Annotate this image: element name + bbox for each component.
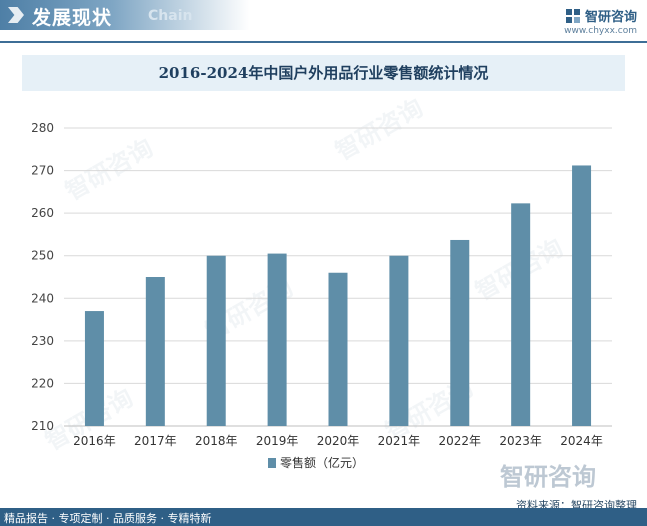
bar: [450, 239, 470, 426]
header-band: [0, 0, 250, 30]
x-tick-label: 2019年: [256, 434, 299, 448]
brand-url: www.chyxx.com: [564, 26, 637, 36]
y-tick-label: 220: [31, 376, 54, 390]
x-tick-label: 2018年: [195, 434, 238, 448]
x-tick-label: 2021年: [378, 434, 421, 448]
header: 发展现状 Chain 智研咨询 www.chyxx.com: [0, 0, 647, 36]
brand-logo-icon: [565, 8, 580, 23]
section-title: 发展现状: [32, 7, 113, 29]
chevron-icon: [8, 7, 24, 23]
bar: [145, 277, 165, 426]
chart-title-box: 2016-2024年中国户外用品行业零售额统计情况: [22, 55, 625, 91]
x-tick-label: 2022年: [439, 434, 482, 448]
section-subtitle: Chain: [148, 8, 193, 24]
bar: [206, 255, 226, 426]
y-tick-label: 210: [31, 419, 54, 433]
y-tick-label: 260: [31, 206, 54, 220]
brand: 智研咨询 www.chyxx.com: [564, 6, 637, 36]
x-tick-label: 2024年: [560, 434, 603, 448]
chart-title: 2016-2024年中国户外用品行业零售额统计情况: [158, 64, 489, 82]
bar-chart: 210 220 230 240 250 260 270 280 2016年 2017年 2018年 2…: [31, 121, 612, 470]
header-divider: [0, 41, 647, 43]
y-tick-label: 240: [31, 291, 54, 305]
x-tick-label: 2020年: [317, 434, 360, 448]
legend-swatch: [268, 458, 276, 468]
brand-name: 智研咨询: [584, 10, 637, 25]
bar: [511, 203, 531, 426]
y-tick-label: 230: [31, 334, 54, 348]
bar: [84, 311, 104, 426]
footer-bar: 精品报告 · 专项定制 · 品质服务 · 专精特新: [0, 508, 647, 526]
watermark-logo: 智研咨询: [500, 463, 596, 491]
y-tick-label: 250: [31, 249, 54, 263]
y-tick-label: 280: [31, 121, 54, 135]
x-tick-label: 2016年: [73, 434, 116, 448]
legend-label: 零售额（亿元）: [280, 455, 364, 470]
x-tick-label: 2023年: [499, 434, 542, 448]
x-tick-label: 2017年: [134, 434, 177, 448]
bar: [328, 272, 348, 426]
bar: [267, 253, 287, 426]
bar: [389, 255, 409, 426]
y-tick-label: 270: [31, 164, 54, 178]
footer-tagline: 精品报告 · 专项定制 · 品质服务 · 专精特新: [4, 512, 212, 525]
bar: [572, 165, 592, 426]
